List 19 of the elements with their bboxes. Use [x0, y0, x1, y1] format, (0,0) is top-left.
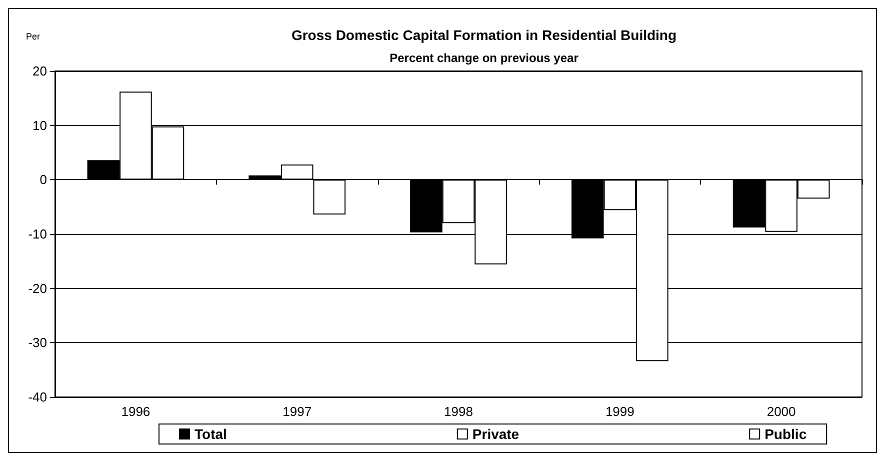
x-tick-label: 1996 — [121, 404, 150, 419]
y-tick-label: 20 — [32, 64, 47, 78]
y-tick-label: -40 — [28, 390, 47, 404]
y-tick-label: -20 — [28, 280, 47, 296]
bar — [313, 180, 346, 214]
legend-label: Total — [194, 426, 227, 442]
y-axis-title: Per — [26, 32, 40, 42]
y-tick-label: -10 — [28, 226, 47, 242]
x-tick-label: 1998 — [444, 404, 473, 419]
x-tick-label: 2000 — [766, 404, 796, 419]
x-tick-label: 1999 — [605, 404, 634, 419]
x-tick-label: 1997 — [282, 404, 312, 419]
legend-label: Public — [764, 426, 807, 442]
chart-subtitle: Percent change on previous year — [390, 51, 579, 65]
y-tick-label: 0 — [40, 172, 47, 188]
legend-label: Private — [472, 426, 520, 442]
chart-title: Gross Domestic Capital Formation in Residential Building — [291, 27, 677, 43]
y-tick-label: -30 — [28, 335, 47, 350]
y-tick-label: 10 — [32, 118, 47, 133]
